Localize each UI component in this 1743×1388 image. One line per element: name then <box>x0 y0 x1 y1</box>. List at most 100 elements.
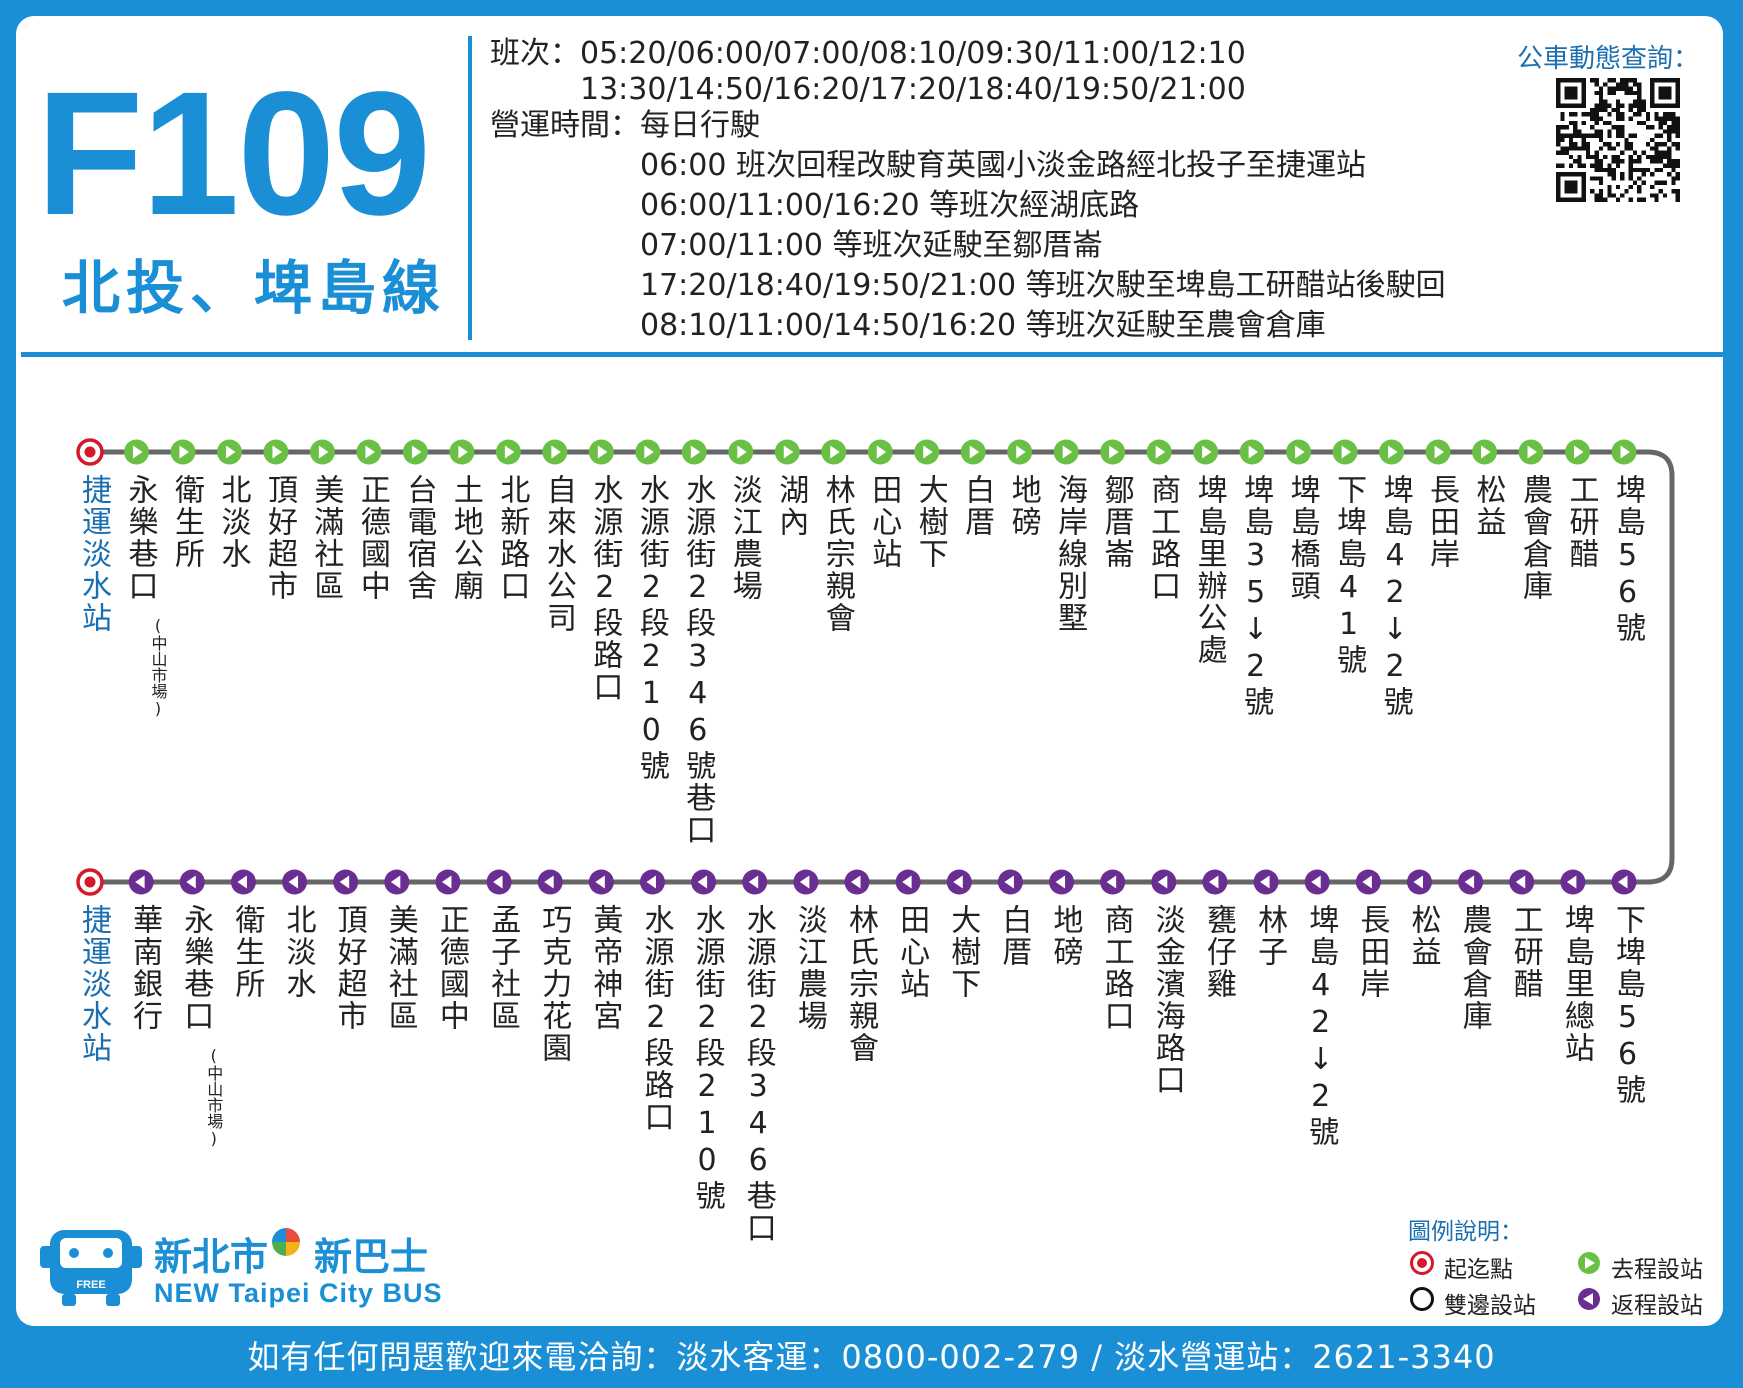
schedule-note: 06:00 班次回程改駛育英國小淡金路經北投子至捷運站 <box>640 148 1366 183</box>
departures-label: 班次： <box>490 36 580 71</box>
schedule-note: 07:00/11:00 等班次延駛至鄒厝崙 <box>640 228 1103 263</box>
outbound-stop-marker <box>356 439 382 465</box>
return-stop-marker <box>1611 869 1637 895</box>
return-stop-marker <box>128 869 154 895</box>
return-stop-marker <box>1100 869 1126 895</box>
outbound-stop-marker <box>309 439 335 465</box>
legend-both: 雙邊設站 <box>1444 1293 1536 1319</box>
brand-english: NEW Taipei City BUS <box>154 1278 443 1308</box>
brand-name: 新北市 新巴士 <box>154 1226 428 1281</box>
outbound-stop-name: 永樂巷口 <box>122 474 158 602</box>
outbound-stop-name: 田心站 <box>866 474 902 570</box>
return-stop-marker <box>742 869 768 895</box>
svg-text:FREE: FREE <box>76 1279 105 1291</box>
contact-footer: 如有任何問題歡迎來電洽詢：淡水客運：0800-002-279 / 淡水營運站：2… <box>247 1338 1496 1376</box>
outbound-stop-name: 埤島56號 <box>1610 474 1645 644</box>
return-terminal-marker <box>76 868 104 896</box>
return-stop-name: 淡金濱海路口 <box>1149 904 1185 1096</box>
outbound-stop-name: 工研醋 <box>1563 474 1599 570</box>
departures-row: 班次：05:20/06:00/07:00/08:10/09:30/11:00/1… <box>490 34 1246 74</box>
return-stop-marker <box>1560 869 1586 895</box>
return-stop-marker <box>1509 869 1535 895</box>
return-stop-marker <box>997 869 1023 895</box>
return-stop-name: 北淡水 <box>280 904 316 1000</box>
schedule-note: 17:20/18:40/19:50/21:00 等班次駛至埤島工研醋站後駛回 <box>640 268 1446 303</box>
return-stop-marker <box>1458 869 1484 895</box>
return-stop-name: 衛生所 <box>229 904 265 1000</box>
return-stop-marker <box>1253 869 1279 895</box>
bus-icon: FREE <box>40 1230 142 1306</box>
outbound-stop-name: 埤島42↓2號 <box>1377 474 1413 718</box>
pinwheel-icon <box>272 1228 300 1256</box>
legend-terminal: 起迄點 <box>1444 1257 1513 1283</box>
return-stop-name: 長田岸 <box>1354 904 1390 1000</box>
return-stop-name: 華南銀行 <box>127 904 163 1032</box>
outbound-stop-name: 北新路口 <box>494 474 530 602</box>
return-stop-name: 埤島里總站 <box>1558 904 1594 1064</box>
return-stop-name: 美滿社區 <box>382 904 418 1032</box>
outbound-stop-name: 鄒厝崙 <box>1098 474 1134 570</box>
return-stop-marker <box>486 869 512 895</box>
brand-name-part1: 新北市 <box>154 1235 269 1279</box>
return-stop-marker <box>793 869 819 895</box>
return-stop-name: 大樹下 <box>945 904 981 1000</box>
route-name: 北投、埤島線 <box>62 254 447 322</box>
outbound-stop-marker <box>867 439 893 465</box>
outbound-stop-marker <box>1286 439 1312 465</box>
outbound-stop-name: 水源街2段346號巷口 <box>680 474 716 846</box>
return-stop-marker <box>333 869 359 895</box>
outbound-stop-name: 林氏宗親會 <box>819 474 855 634</box>
outbound-stop-name: 北淡水 <box>215 474 251 570</box>
outbound-stop-marker <box>1332 439 1358 465</box>
outbound-stop-name: 湖內 <box>773 474 809 538</box>
return-stop-marker <box>435 869 461 895</box>
qr-code-icon[interactable] <box>1556 78 1680 202</box>
return-stop-name: 孟子社區 <box>485 904 521 1032</box>
departures-times-1: 05:20/06:00/07:00/08:10/09:30/11:00/12:1… <box>580 36 1246 71</box>
outbound-stop-marker <box>774 439 800 465</box>
outbound-stop-name: 水源街2段路口 <box>587 474 623 703</box>
return-stop-note: (中山市場) <box>204 1046 224 1148</box>
return-stop-name: 埤島42↓2號 <box>1303 904 1339 1148</box>
route-map-card: F109 北投、埤島線 班次：05:20/06:00/07:00/08:10/0… <box>16 16 1723 1326</box>
schedule-note: 08:10/11:00/14:50/16:20 等班次延駛至農會倉庫 <box>640 308 1326 343</box>
outbound-stop-name: 農會倉庫 <box>1517 474 1553 602</box>
outbound-stop-note: (中山市場) <box>148 616 168 718</box>
legend-title: 圖例說明： <box>1408 1219 1523 1245</box>
return-stop-marker <box>179 869 205 895</box>
outbound-stop-marker <box>1239 439 1265 465</box>
outbound-stop-marker <box>170 439 196 465</box>
return-stop-name: 工研醋 <box>1507 904 1543 1000</box>
terminal-legend-icon <box>1410 1251 1434 1275</box>
outbound-stop-name: 淡江農場 <box>726 474 762 602</box>
return-stop-name: 白厝 <box>996 904 1032 968</box>
outbound-stop-marker <box>1565 439 1591 465</box>
outbound-stop-marker <box>449 439 475 465</box>
outbound-stop-marker <box>1472 439 1498 465</box>
return-stop-name: 永樂巷口 <box>178 904 214 1032</box>
outbound-stop-marker <box>495 439 521 465</box>
return-stop-name: 捷運淡水站 <box>76 904 111 1064</box>
return-stop-name: 甕仔雞 <box>1200 904 1236 1000</box>
return-stop-name: 下埤島56號 <box>1610 904 1645 1106</box>
return-stop-name: 水源街2段路口 <box>638 904 674 1133</box>
outbound-stop-marker <box>1100 439 1126 465</box>
outbound-stop-marker <box>123 439 149 465</box>
outbound-stop-marker <box>635 439 661 465</box>
return-stop-name: 商工路口 <box>1098 904 1134 1032</box>
outbound-stop-marker <box>1425 439 1451 465</box>
return-stop-marker <box>384 869 410 895</box>
legend-return: 返程設站 <box>1611 1293 1703 1319</box>
outbound-stop-marker <box>1518 439 1544 465</box>
outbound-stop-marker <box>728 439 754 465</box>
return-stop-name: 淡江農場 <box>791 904 827 1032</box>
outbound-stop-marker <box>263 439 289 465</box>
outbound-stop-name: 長田岸 <box>1424 474 1460 570</box>
outbound-stop-marker <box>216 439 242 465</box>
outbound-stop-marker <box>402 439 428 465</box>
return-stop-marker <box>844 869 870 895</box>
outbound-stop-name: 美滿社區 <box>308 474 344 602</box>
return-stop-name: 水源街2段346巷口 <box>740 904 776 1244</box>
outbound-stop-name: 下埤島41號 <box>1331 474 1367 676</box>
return-stop-name: 田心站 <box>894 904 930 1000</box>
